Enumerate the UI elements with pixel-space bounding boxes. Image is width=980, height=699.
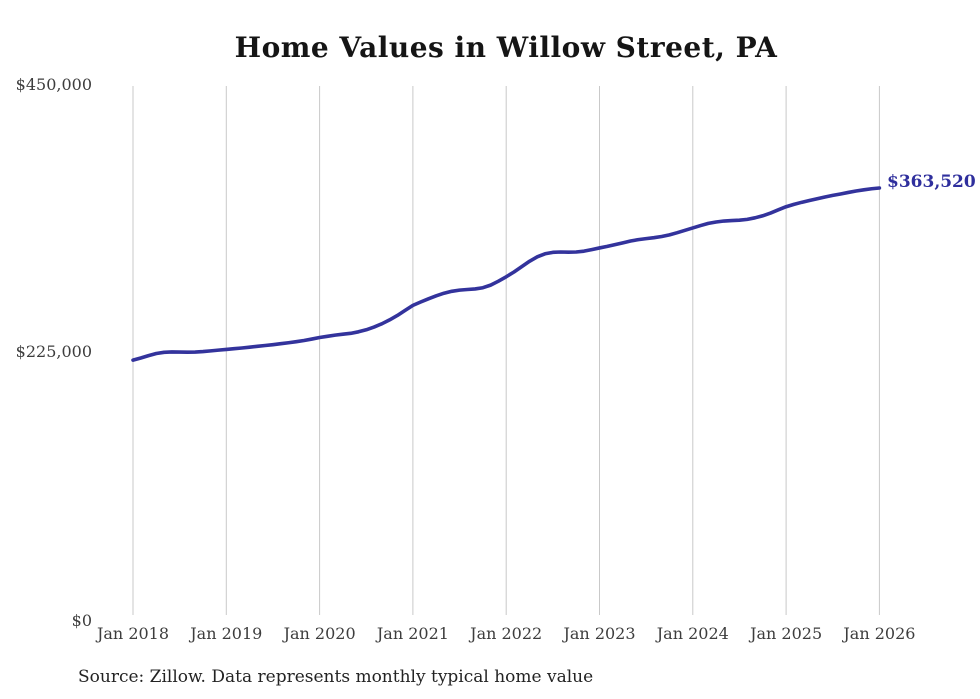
x-axis-tick-jan-2025: Jan 2025 [750, 624, 823, 643]
x-axis-tick-jan-2024: Jan 2024 [656, 624, 729, 643]
chart-title: Home Values in Willow Street, PA [234, 31, 778, 64]
y-axis-tick-450k: $450,000 [15, 75, 92, 94]
vertical-gridlines [132, 86, 880, 615]
x-axis-tick-jan-2021: Jan 2021 [376, 624, 449, 643]
x-axis-tick-jan-2020: Jan 2020 [283, 624, 356, 643]
x-axis-tick-jan-2023: Jan 2023 [563, 624, 636, 643]
y-axis-tick-0: $0 [71, 611, 92, 630]
x-axis-tick-jan-2026: Jan 2026 [843, 624, 916, 643]
x-axis-tick-jan-2018: Jan 2018 [96, 624, 170, 643]
home-value-line [131, 186, 882, 362]
latest-value-label: $363,520 [887, 172, 976, 192]
source-note: Source: Zillow. Data represents monthly … [78, 667, 594, 687]
x-axis-tick-jan-2022: Jan 2022 [470, 624, 543, 643]
x-axis-tick-jan-2019: Jan 2019 [190, 624, 263, 643]
y-axis-tick-225k: $225,000 [15, 342, 92, 361]
